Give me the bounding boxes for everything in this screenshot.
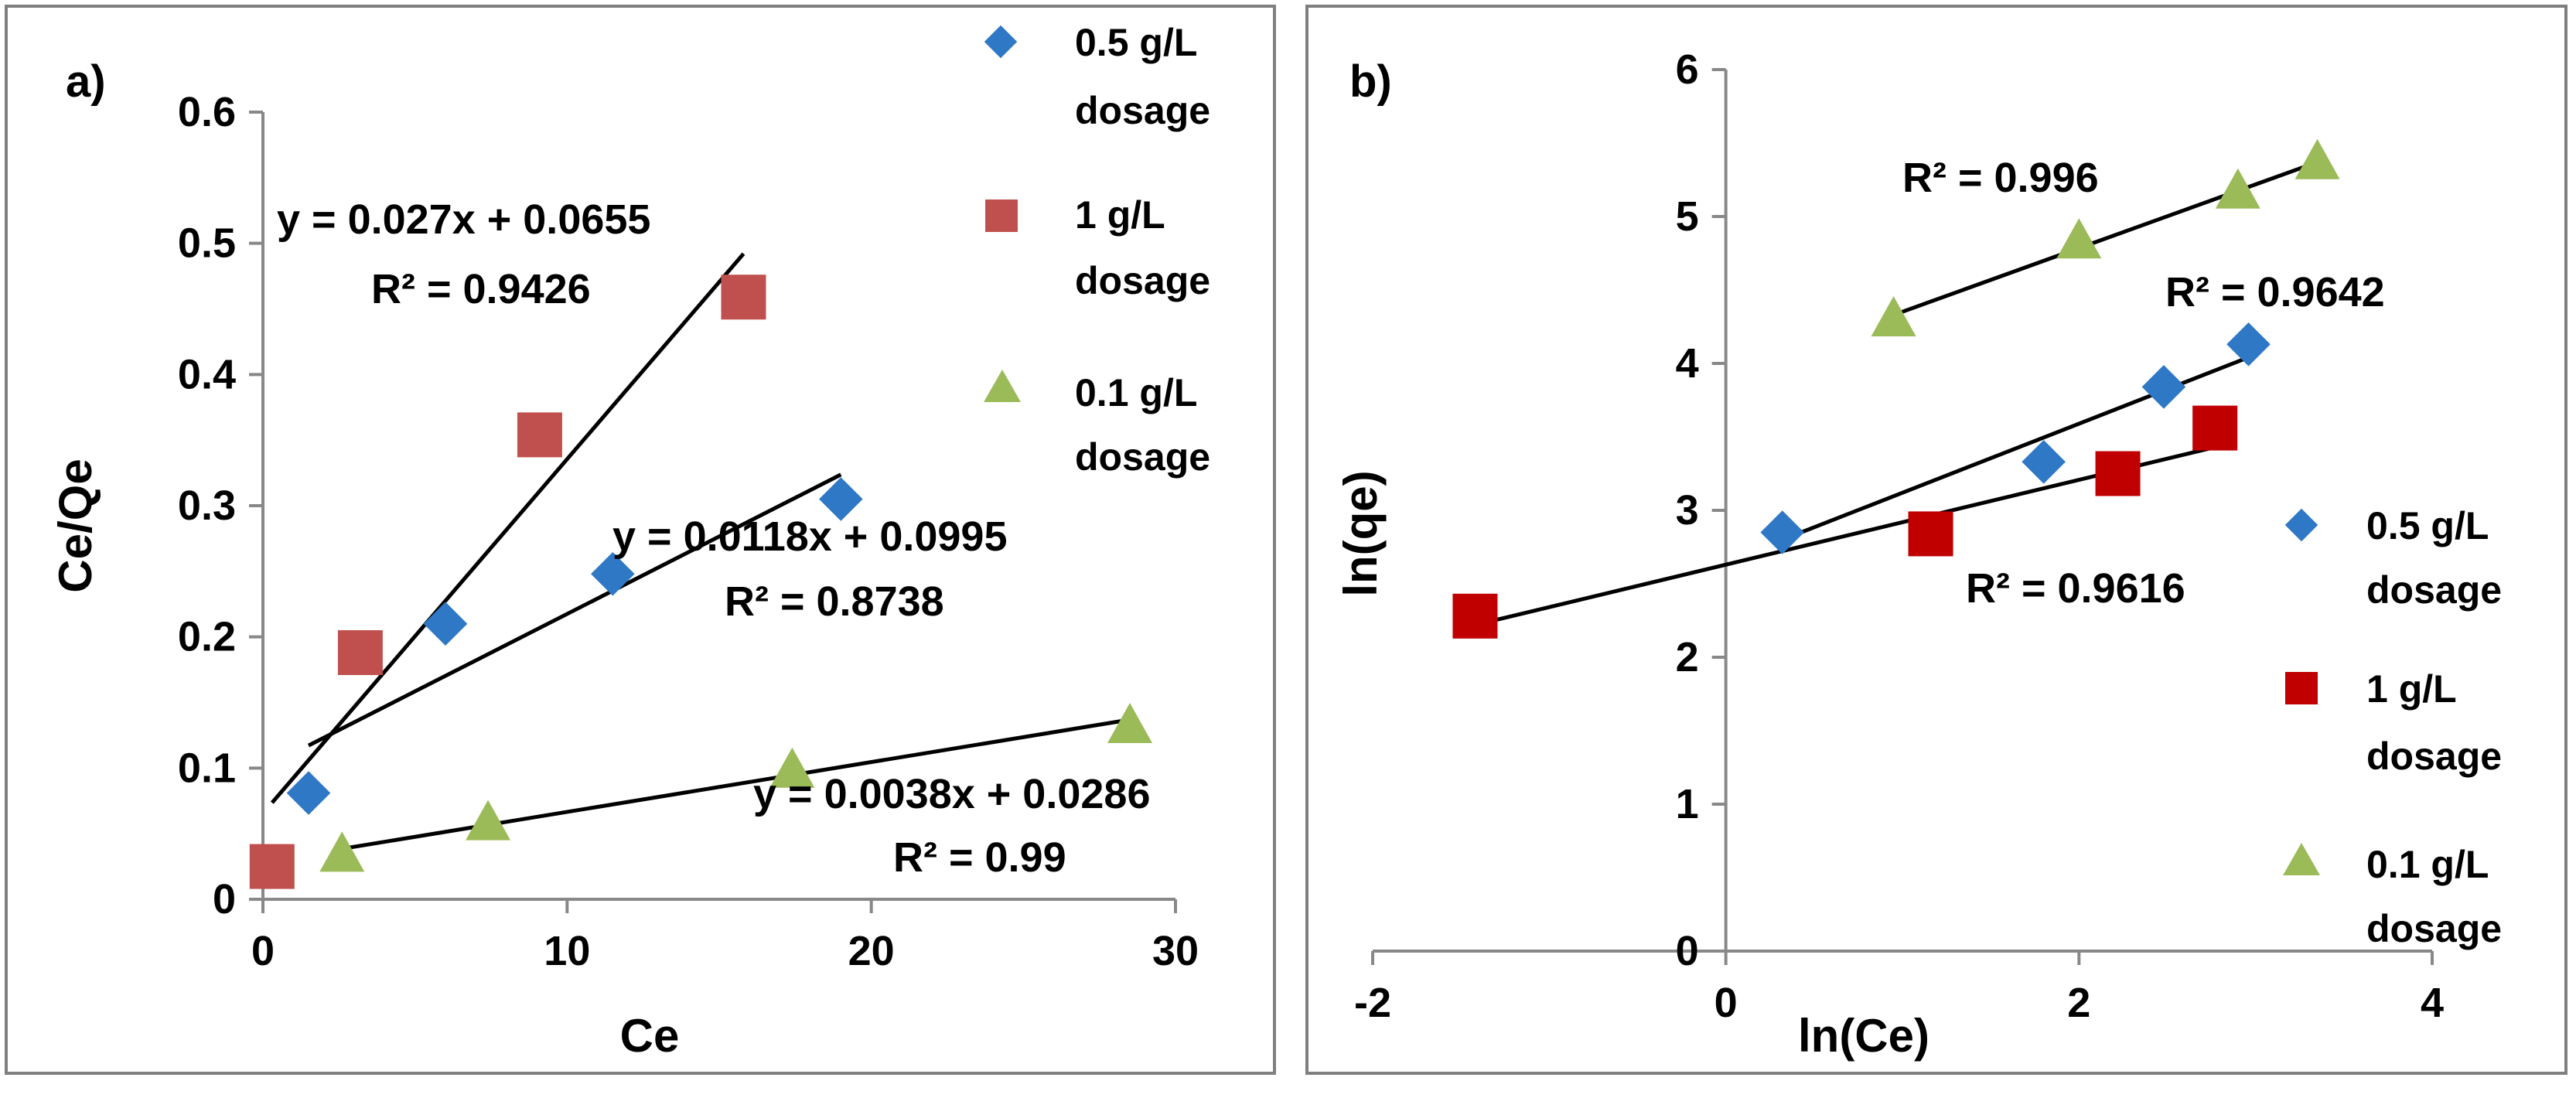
panel-b-label: b) xyxy=(1349,56,1392,107)
panel-a-legend: 0.5 g/L dosage 1 g/L dosage 0.1 g/L dosa… xyxy=(984,21,1210,479)
panel-a-r2-01g: R² = 0.99 xyxy=(893,834,1066,881)
legend-label-1g-line2: dosage xyxy=(1075,259,1210,302)
legend-label-0.5g-line2: dosage xyxy=(1075,89,1210,132)
panel-b-r2-1g: R² = 0.9616 xyxy=(1966,565,2185,612)
panel-b-point-0.5g xyxy=(1760,510,1805,554)
legend-marker-0.1g xyxy=(2283,843,2320,875)
panel-b-point-0.5g xyxy=(2141,365,2186,409)
panel-a-y-tick-label: 0.3 xyxy=(178,483,236,529)
panel-b-r2-05g: R² = 0.9642 xyxy=(2165,269,2385,315)
panel-a-point-1g xyxy=(337,630,383,676)
panel-b-point-0.5g xyxy=(2226,322,2271,367)
legend-marker-1g xyxy=(2285,672,2318,704)
panel-a-trendline-0.5-gL-dosage xyxy=(307,472,842,748)
panel-b-y-axis-title: ln(qe) xyxy=(1335,470,1387,596)
legend-marker-0.1g xyxy=(984,370,1021,402)
panel-a-point-0.1g xyxy=(466,800,511,841)
legend-label-0.5g-line1: 0.5 g/L xyxy=(1075,21,1197,64)
panel-b-point-1g xyxy=(2192,405,2238,451)
legend-label-0.5g-line2: dosage xyxy=(2366,568,2502,612)
panel-b-point-0.1g xyxy=(2056,218,2102,259)
panel-a-y-tick-label: 0.6 xyxy=(178,89,236,135)
panel-b-y-tick-label: 3 xyxy=(1676,487,1699,534)
panel-b-y-tick-label: 2 xyxy=(1676,634,1699,680)
panel-b-point-1g xyxy=(2095,451,2141,496)
panel-b-x-tick-label: -2 xyxy=(1354,980,1391,1026)
legend-label-1g-line1: 1 g/L xyxy=(2366,667,2457,711)
panel-a-point-0.5g xyxy=(819,477,863,521)
panel-a-point-0.1g xyxy=(1107,703,1152,744)
panel-b-point-0.1g xyxy=(2295,138,2340,179)
panel-b-x-axis-title: ln(Ce) xyxy=(1798,1010,1929,1062)
panel-a-trendline-1-gL-dosage xyxy=(270,252,746,804)
panel-a-point-0.1g xyxy=(319,831,365,872)
legend-label-1g-line1: 1 g/L xyxy=(1075,193,1165,237)
legend-label-0.5g-line1: 0.5 g/L xyxy=(2366,504,2489,547)
panel-b-legend: 0.5 g/L dosage 1 g/L dosage 0.1 g/L dosa… xyxy=(2283,504,2502,950)
panel-b-x-tick-label: 2 xyxy=(2067,980,2090,1026)
panel-a-eq-1g: y = 0.027x + 0.0655 xyxy=(277,196,650,243)
panel-b-x-tick-label: 4 xyxy=(2421,980,2444,1026)
panel-a-x-tick-label: 10 xyxy=(544,928,590,974)
panel-b-point-0.1g xyxy=(2215,168,2260,209)
panel-a-r2-05g: R² = 0.8738 xyxy=(725,578,944,625)
panel-a-x-tick-label: 0 xyxy=(251,928,275,974)
plot-layer: 0 0.1 0.2 0.3 0.4 0.5 0.6 0 10 20 30 0 1 2 3 4 5 6 -2 0 2 4 xyxy=(178,46,2444,1026)
panel-b-point-0.1g xyxy=(1871,296,1916,336)
panel-b-point-0.5g xyxy=(2022,440,2066,484)
legend-label-0.1g-line1: 0.1 g/L xyxy=(2366,843,2489,886)
legend-marker-0.5g xyxy=(984,25,1018,59)
panel-a-y-tick-label: 0.1 xyxy=(178,745,236,791)
panel-b-y-tick-label: 5 xyxy=(1676,193,1699,240)
panel-a-x-tick-label: 20 xyxy=(848,928,895,974)
legend-label-0.1g-line2: dosage xyxy=(2366,907,2502,950)
panel-a-y-tick-label: 0.5 xyxy=(178,220,236,267)
panel-b-r2-01g: R² = 0.996 xyxy=(1902,155,2099,201)
panel-a-y-tick-label: 0 xyxy=(213,876,236,922)
panel-a-point-0.1g xyxy=(769,747,815,788)
panel-a-point-1g xyxy=(721,274,766,320)
panel-a-y-tick-label: 0.2 xyxy=(178,614,236,660)
panel-a-point-1g xyxy=(249,844,295,889)
panel-b-point-1g xyxy=(1908,511,1953,557)
panel-a-point-0.5g xyxy=(591,551,635,596)
panel-a-x-axis-title: Ce xyxy=(620,1010,680,1062)
panel-a-x-tick-label: 30 xyxy=(1152,928,1199,974)
panel-a-y-axis-title: Ce/Qe xyxy=(49,459,101,592)
panel-a-y-tick-label: 0.4 xyxy=(178,351,236,397)
panel-b-y-tick-label: 0 xyxy=(1676,928,1699,974)
panel-a-eq-01g: y = 0.0038x + 0.0286 xyxy=(753,771,1150,817)
panel-a-eq-05g: y = 0.0118x + 0.0995 xyxy=(612,513,1008,560)
panel-b-y-tick-label: 6 xyxy=(1676,46,1699,93)
panel-b-trendline-1-gL-dosage xyxy=(1474,445,2216,627)
panel-a-label: a) xyxy=(66,56,106,107)
legend-label-1g-line2: dosage xyxy=(2366,735,2502,778)
panel-a-frame xyxy=(5,5,1276,1075)
panel-b-y-tick-label: 4 xyxy=(1676,340,1699,387)
panel-b-point-1g xyxy=(1452,593,1498,639)
panel-a-point-0.5g xyxy=(423,602,468,646)
panel-b-x-tick-label: 0 xyxy=(1714,980,1738,1026)
legend-marker-1g xyxy=(985,199,1018,232)
panel-a-point-1g xyxy=(517,412,562,458)
panel-b-y-tick-label: 1 xyxy=(1676,781,1699,827)
panel-a-r2-1g: R² = 0.9426 xyxy=(371,266,591,312)
legend-label-0.1g-line2: dosage xyxy=(1075,435,1210,479)
legend-label-0.1g-line1: 0.1 g/L xyxy=(1075,371,1197,414)
